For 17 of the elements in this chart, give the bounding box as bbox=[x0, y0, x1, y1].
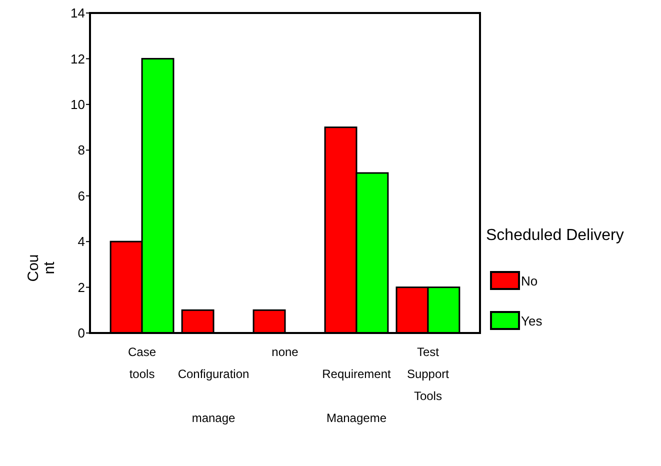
y-tick-label: 0 bbox=[78, 326, 85, 341]
x-tick-label: Case tools bbox=[128, 345, 156, 381]
y-axis-title: Count bbox=[25, 254, 58, 282]
y-tick-label: 6 bbox=[78, 188, 85, 204]
y-tick-label: 10 bbox=[70, 96, 85, 112]
legend-label: No bbox=[521, 274, 538, 289]
x-tick-label: Test Support Tools bbox=[406, 345, 450, 403]
y-tick-label: 12 bbox=[70, 51, 85, 66]
category-label: Configuration manage bbox=[178, 367, 250, 425]
legend-label: Yes bbox=[521, 314, 543, 329]
legend-title: Scheduled Delivery bbox=[486, 227, 624, 244]
y-tick-label: 8 bbox=[78, 142, 85, 158]
y-tick-label: 4 bbox=[78, 234, 85, 250]
category-label: Requirement Manageme bbox=[322, 367, 391, 425]
y-tick-label: 2 bbox=[78, 280, 85, 295]
y-tick-label: 14 bbox=[70, 6, 85, 21]
x-tick-label: none bbox=[272, 345, 299, 359]
